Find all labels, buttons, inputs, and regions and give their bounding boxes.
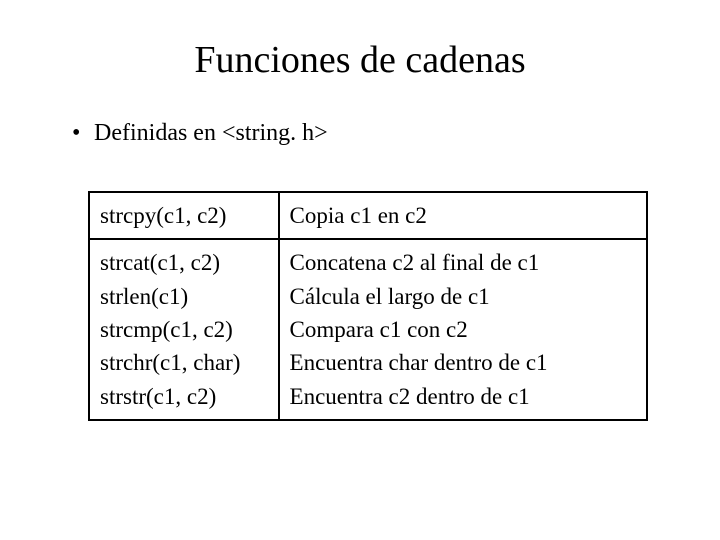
- func-line: strcat(c1, c2): [100, 246, 268, 279]
- func-cell: strcpy(c1, c2): [89, 192, 279, 239]
- functions-table: strcpy(c1, c2) Copia c1 en c2 strcat(c1,…: [88, 191, 648, 421]
- desc-line: Cálcula el largo de c1: [290, 280, 636, 313]
- func-cell-multi: strcat(c1, c2) strlen(c1) strcmp(c1, c2)…: [89, 239, 279, 420]
- bullet-text: Definidas en <string. h>: [94, 120, 328, 146]
- page-title: Funciones de cadenas: [60, 38, 660, 82]
- desc-line: Concatena c2 al final de c1: [290, 246, 636, 279]
- bullet-dot-icon: •: [72, 120, 88, 147]
- desc-line: Compara c1 con c2: [290, 313, 636, 346]
- desc-line: Encuentra char dentro de c1: [290, 346, 636, 379]
- func-line: strchr(c1, char): [100, 346, 268, 379]
- func-line: strstr(c1, c2): [100, 380, 268, 413]
- func-line: strlen(c1): [100, 280, 268, 313]
- table-row: strcpy(c1, c2) Copia c1 en c2: [89, 192, 647, 239]
- desc-cell: Copia c1 en c2: [279, 192, 647, 239]
- desc-line: Encuentra c2 dentro de c1: [290, 380, 636, 413]
- func-line: strcmp(c1, c2): [100, 313, 268, 346]
- desc-cell-multi: Concatena c2 al final de c1 Cálcula el l…: [279, 239, 647, 420]
- table-row: strcat(c1, c2) strlen(c1) strcmp(c1, c2)…: [89, 239, 647, 420]
- bullet-item: • Definidas en <string. h>: [72, 120, 660, 147]
